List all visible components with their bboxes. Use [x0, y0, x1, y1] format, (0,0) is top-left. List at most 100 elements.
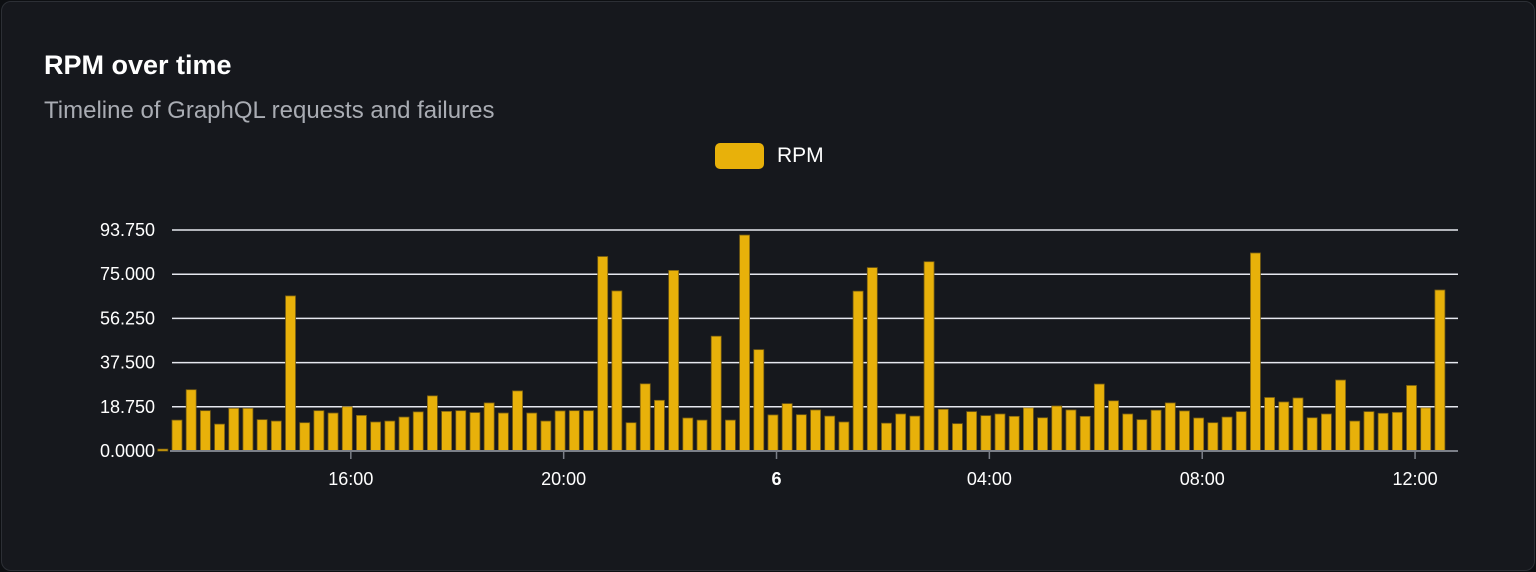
y-tick-label: 56.250 [100, 308, 155, 328]
bar [1150, 409, 1162, 452]
bar [994, 413, 1006, 452]
bar [483, 402, 495, 452]
bar [824, 415, 836, 452]
y-tick-label: 93.750 [100, 220, 155, 240]
bar [1306, 417, 1318, 452]
bar [810, 409, 821, 452]
bar [171, 419, 183, 452]
y-tick-label: 0.0000 [100, 441, 155, 461]
bar [270, 420, 282, 452]
bar [285, 295, 296, 452]
bar [1221, 416, 1233, 452]
bar [370, 421, 382, 452]
x-tick-label: 20:00 [541, 469, 586, 489]
bar [1037, 417, 1048, 452]
bar [540, 420, 552, 452]
bar [654, 399, 665, 452]
bar [838, 421, 850, 452]
bar [980, 415, 992, 452]
bar [625, 422, 637, 452]
bar [299, 422, 311, 452]
bar [554, 410, 566, 452]
bar [682, 417, 694, 452]
bar [157, 448, 169, 452]
bar [852, 290, 864, 452]
bar [1122, 413, 1134, 452]
bar [1051, 405, 1063, 452]
bar [1420, 407, 1432, 452]
bar [881, 422, 892, 452]
bar [725, 419, 736, 452]
bar [568, 410, 580, 452]
chart-title: RPM over time [44, 50, 232, 80]
bar [242, 407, 254, 452]
bar [427, 395, 438, 452]
bar [1335, 379, 1346, 452]
bar [909, 415, 921, 452]
legend-label: RPM [777, 144, 824, 167]
bar [228, 407, 240, 452]
x-tick-label: 16:00 [328, 469, 373, 489]
bar [384, 420, 396, 452]
bar [1008, 415, 1020, 452]
bar [412, 411, 424, 452]
bar [313, 410, 325, 452]
legend-item-rpm[interactable]: RPM [715, 143, 824, 169]
x-tick-label: 6 [772, 469, 782, 489]
bar [256, 419, 268, 452]
bar [1108, 400, 1119, 452]
bar [1363, 411, 1375, 452]
bar [1406, 385, 1417, 452]
bar [923, 261, 935, 452]
bar [1391, 411, 1403, 452]
x-tick-label: 04:00 [967, 469, 1012, 489]
legend-swatch [715, 143, 764, 169]
x-tick-label: 12:00 [1393, 469, 1438, 489]
y-tick-label: 75.000 [100, 264, 155, 284]
bar [795, 414, 807, 452]
bar [1164, 402, 1176, 452]
bar [767, 414, 779, 452]
bar [937, 408, 949, 452]
bar [611, 290, 623, 452]
bar [185, 389, 197, 452]
bar [341, 406, 353, 452]
bar [597, 256, 609, 452]
bar [1235, 411, 1247, 452]
bar [199, 410, 211, 452]
bar [1264, 397, 1276, 452]
bar [1193, 417, 1205, 452]
bar [1179, 410, 1190, 452]
bar [1207, 422, 1219, 452]
y-tick-label: 18.750 [100, 397, 155, 417]
bar [696, 419, 708, 452]
bar [1320, 413, 1332, 452]
bar [1377, 412, 1389, 452]
bar [1079, 415, 1091, 452]
bar [455, 410, 467, 452]
bar [966, 411, 978, 452]
bar [1093, 383, 1105, 452]
bar [1434, 289, 1446, 452]
bar [1278, 401, 1290, 452]
bar [739, 234, 750, 452]
bar [1022, 407, 1034, 452]
bar [753, 349, 765, 452]
bar [1136, 419, 1148, 452]
bar [952, 423, 963, 452]
bar [1292, 397, 1304, 452]
bar [469, 412, 481, 452]
bar [526, 412, 538, 452]
bar [512, 390, 523, 452]
x-tick-label: 08:00 [1180, 469, 1225, 489]
bar [327, 412, 339, 452]
y-tick-label: 37.500 [100, 353, 155, 373]
bar [356, 415, 367, 452]
bar [710, 335, 722, 452]
bar [639, 383, 651, 452]
bar [895, 413, 907, 452]
bar [1349, 420, 1361, 452]
bar [441, 410, 453, 452]
